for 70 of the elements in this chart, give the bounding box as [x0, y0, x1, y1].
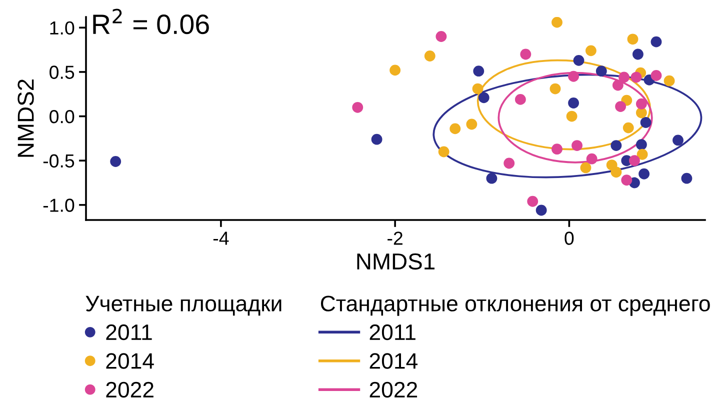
point	[630, 72, 642, 83]
point	[568, 70, 580, 82]
legend-label: 2011	[106, 324, 152, 340]
point	[612, 80, 624, 91]
point	[536, 204, 547, 216]
x-tick-label: 0	[564, 232, 574, 245]
point	[636, 98, 647, 110]
point	[636, 139, 647, 150]
point	[640, 117, 652, 128]
point	[566, 110, 578, 122]
point	[615, 101, 626, 112]
x-axis-title: NMDS1	[357, 253, 434, 270]
legend-label: 2022	[106, 382, 154, 398]
x-tick-label: -2	[388, 232, 402, 245]
point	[568, 98, 580, 108]
x-tick-label: -4	[213, 232, 229, 245]
point	[552, 17, 562, 28]
point	[610, 140, 622, 152]
text: Учетные площадки	[86, 296, 282, 316]
point	[352, 102, 364, 113]
point	[438, 146, 450, 158]
point	[390, 64, 401, 76]
point	[664, 75, 675, 86]
annotation: R$^{2}$ = 0.06	[93, 8, 209, 34]
point	[636, 148, 648, 160]
y-tick-label: 1.0	[50, 21, 74, 35]
point	[580, 162, 592, 174]
point	[450, 123, 461, 134]
y-tick-label: 0.5	[50, 66, 74, 79]
point	[473, 66, 484, 77]
point	[436, 31, 447, 42]
point	[638, 168, 650, 180]
y-tick-label: -1.0	[43, 198, 74, 212]
point	[550, 83, 561, 94]
point	[424, 50, 436, 62]
point	[629, 155, 640, 166]
text: Стандартные отклонения от среднего	[320, 296, 710, 316]
point	[632, 48, 644, 60]
point	[627, 34, 638, 45]
legend-label: 2014	[370, 353, 418, 369]
point	[596, 66, 607, 77]
point	[472, 83, 484, 94]
point	[650, 36, 662, 48]
point	[618, 72, 630, 83]
point	[610, 166, 622, 178]
point	[672, 134, 684, 146]
legend-label: 2011	[370, 324, 416, 340]
legend-label: 2022	[370, 382, 418, 398]
point	[371, 134, 382, 145]
y-tick-label: 0.0	[50, 110, 74, 124]
point	[681, 172, 692, 184]
point	[650, 70, 662, 81]
y-tick-label: -0.5	[43, 154, 74, 168]
point	[110, 156, 122, 167]
point	[573, 54, 584, 66]
point	[486, 172, 498, 184]
point	[572, 140, 582, 152]
point	[622, 122, 634, 134]
point	[586, 153, 598, 164]
point	[466, 118, 478, 130]
point	[520, 48, 532, 60]
point	[478, 92, 490, 104]
point	[621, 174, 632, 186]
point	[552, 144, 562, 155]
point	[514, 94, 526, 105]
point	[585, 45, 596, 56]
point	[527, 196, 538, 207]
point	[504, 158, 515, 169]
y-axis-title: NMDS2	[18, 80, 34, 157]
legend-label: 2014	[106, 353, 154, 369]
